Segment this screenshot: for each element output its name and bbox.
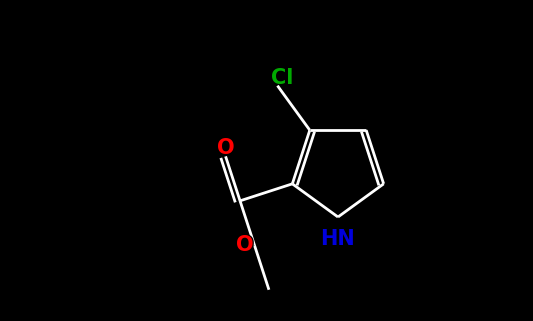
Text: O: O <box>235 233 255 257</box>
Text: Cl: Cl <box>271 68 294 88</box>
Text: HN: HN <box>318 227 358 251</box>
Text: O: O <box>217 138 235 158</box>
Text: Cl: Cl <box>270 66 295 90</box>
Text: O: O <box>236 235 253 255</box>
Text: HN: HN <box>321 229 356 249</box>
Text: O: O <box>215 136 236 160</box>
